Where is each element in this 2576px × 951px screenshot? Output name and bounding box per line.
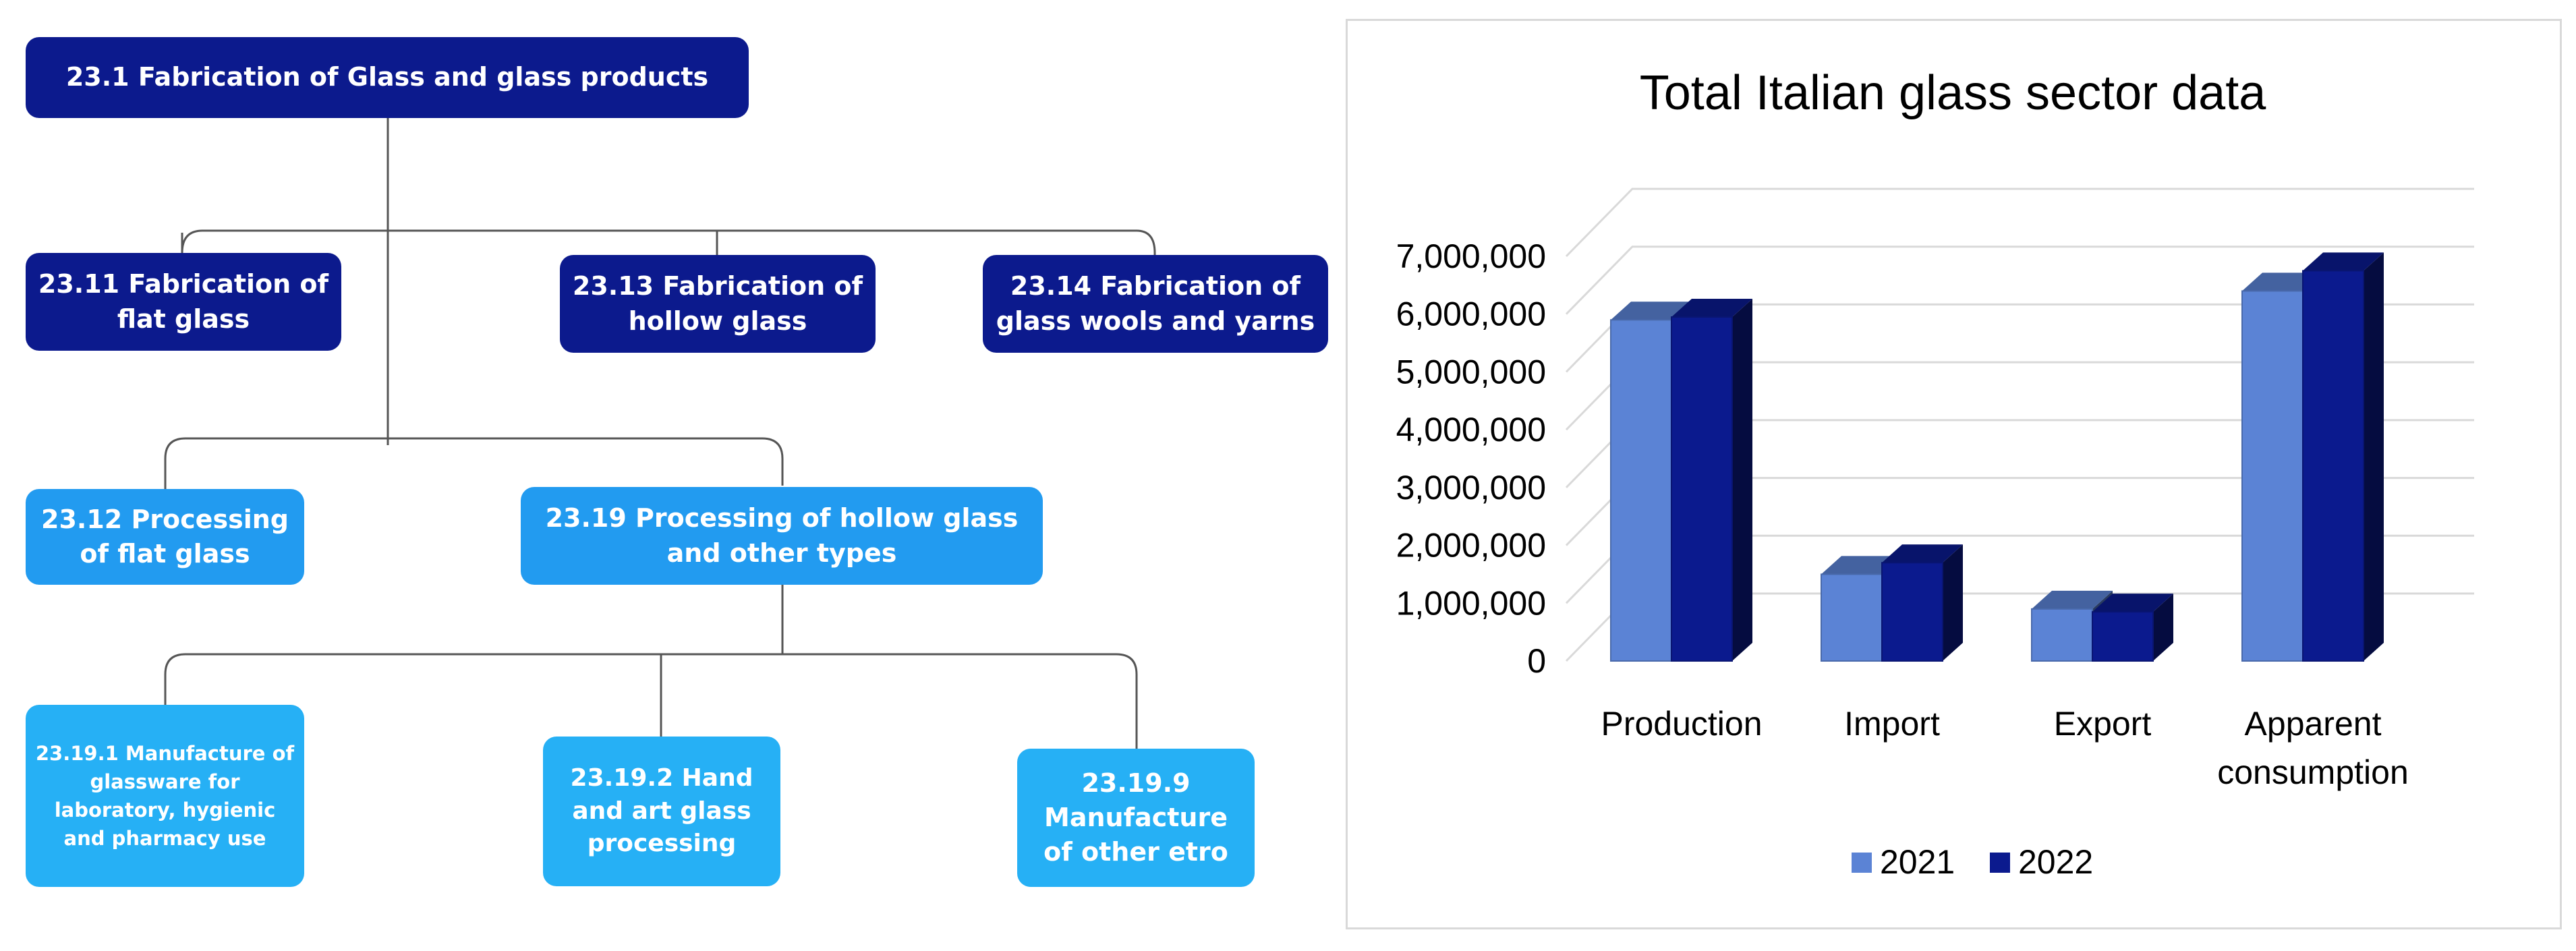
gridline: [1565, 188, 2474, 258]
y-tick-label: 0: [1527, 642, 1546, 680]
org-node-23-19-2: 23.19.2 Hand and art glass processing: [543, 737, 780, 886]
svg-text:2022: 2022: [2018, 843, 2093, 881]
bar-2022-0: [1671, 299, 1752, 662]
y-tick-label: 2,000,000: [1396, 527, 1546, 565]
bar-2022-3: [2302, 252, 2384, 662]
x-tick-label: Apparent consumption: [2217, 705, 2409, 791]
y-tick-label: 5,000,000: [1396, 353, 1546, 391]
x-tick-label: Export: [2054, 705, 2152, 743]
y-tick-label: 1,000,000: [1396, 584, 1546, 622]
org-chart-connectors: [164, 118, 1156, 749]
org-node-23-19-1: 23.19.1 Manufacture of glassware for lab…: [26, 705, 304, 887]
chart-panel: [1346, 19, 2562, 929]
x-tick-label: Import: [1844, 705, 1940, 743]
org-node-23-19: 23.19 Processing of hollow glass and oth…: [521, 487, 1043, 585]
y-tick-label: 7,000,000: [1396, 237, 1546, 275]
org-node-23-14: 23.14 Fabrication of glass wools and yar…: [983, 255, 1328, 353]
bar-2022-2: [2092, 594, 2173, 662]
org-node-23-13: 23.13 Fabrication of hollow glass: [560, 255, 876, 353]
gridline: [1565, 246, 2474, 315]
y-tick-label: 6,000,000: [1396, 295, 1546, 333]
chart-title: Total Italian glass sector data: [1640, 66, 2266, 120]
bar-2022-1: [1881, 544, 1963, 662]
legend-item-2022: 2022: [1990, 843, 2093, 881]
svg-text:2021: 2021: [1880, 843, 1955, 881]
legend-item-2021: 2021: [1852, 843, 1955, 881]
x-tick-label: Production: [1601, 705, 1762, 743]
org-node-23-12: 23.12 Processing of flat glass: [26, 489, 304, 585]
y-tick-label: 4,000,000: [1396, 411, 1546, 449]
y-tick-label: 3,000,000: [1396, 469, 1546, 507]
org-node-23-19-9: 23.19.9 Manufacture of other etro: [1017, 749, 1255, 887]
org-node-23-11: 23.11 Fabrication of flat glass: [26, 253, 341, 351]
org-node-root: 23.1 Fabrication of Glass and glass prod…: [26, 37, 749, 118]
